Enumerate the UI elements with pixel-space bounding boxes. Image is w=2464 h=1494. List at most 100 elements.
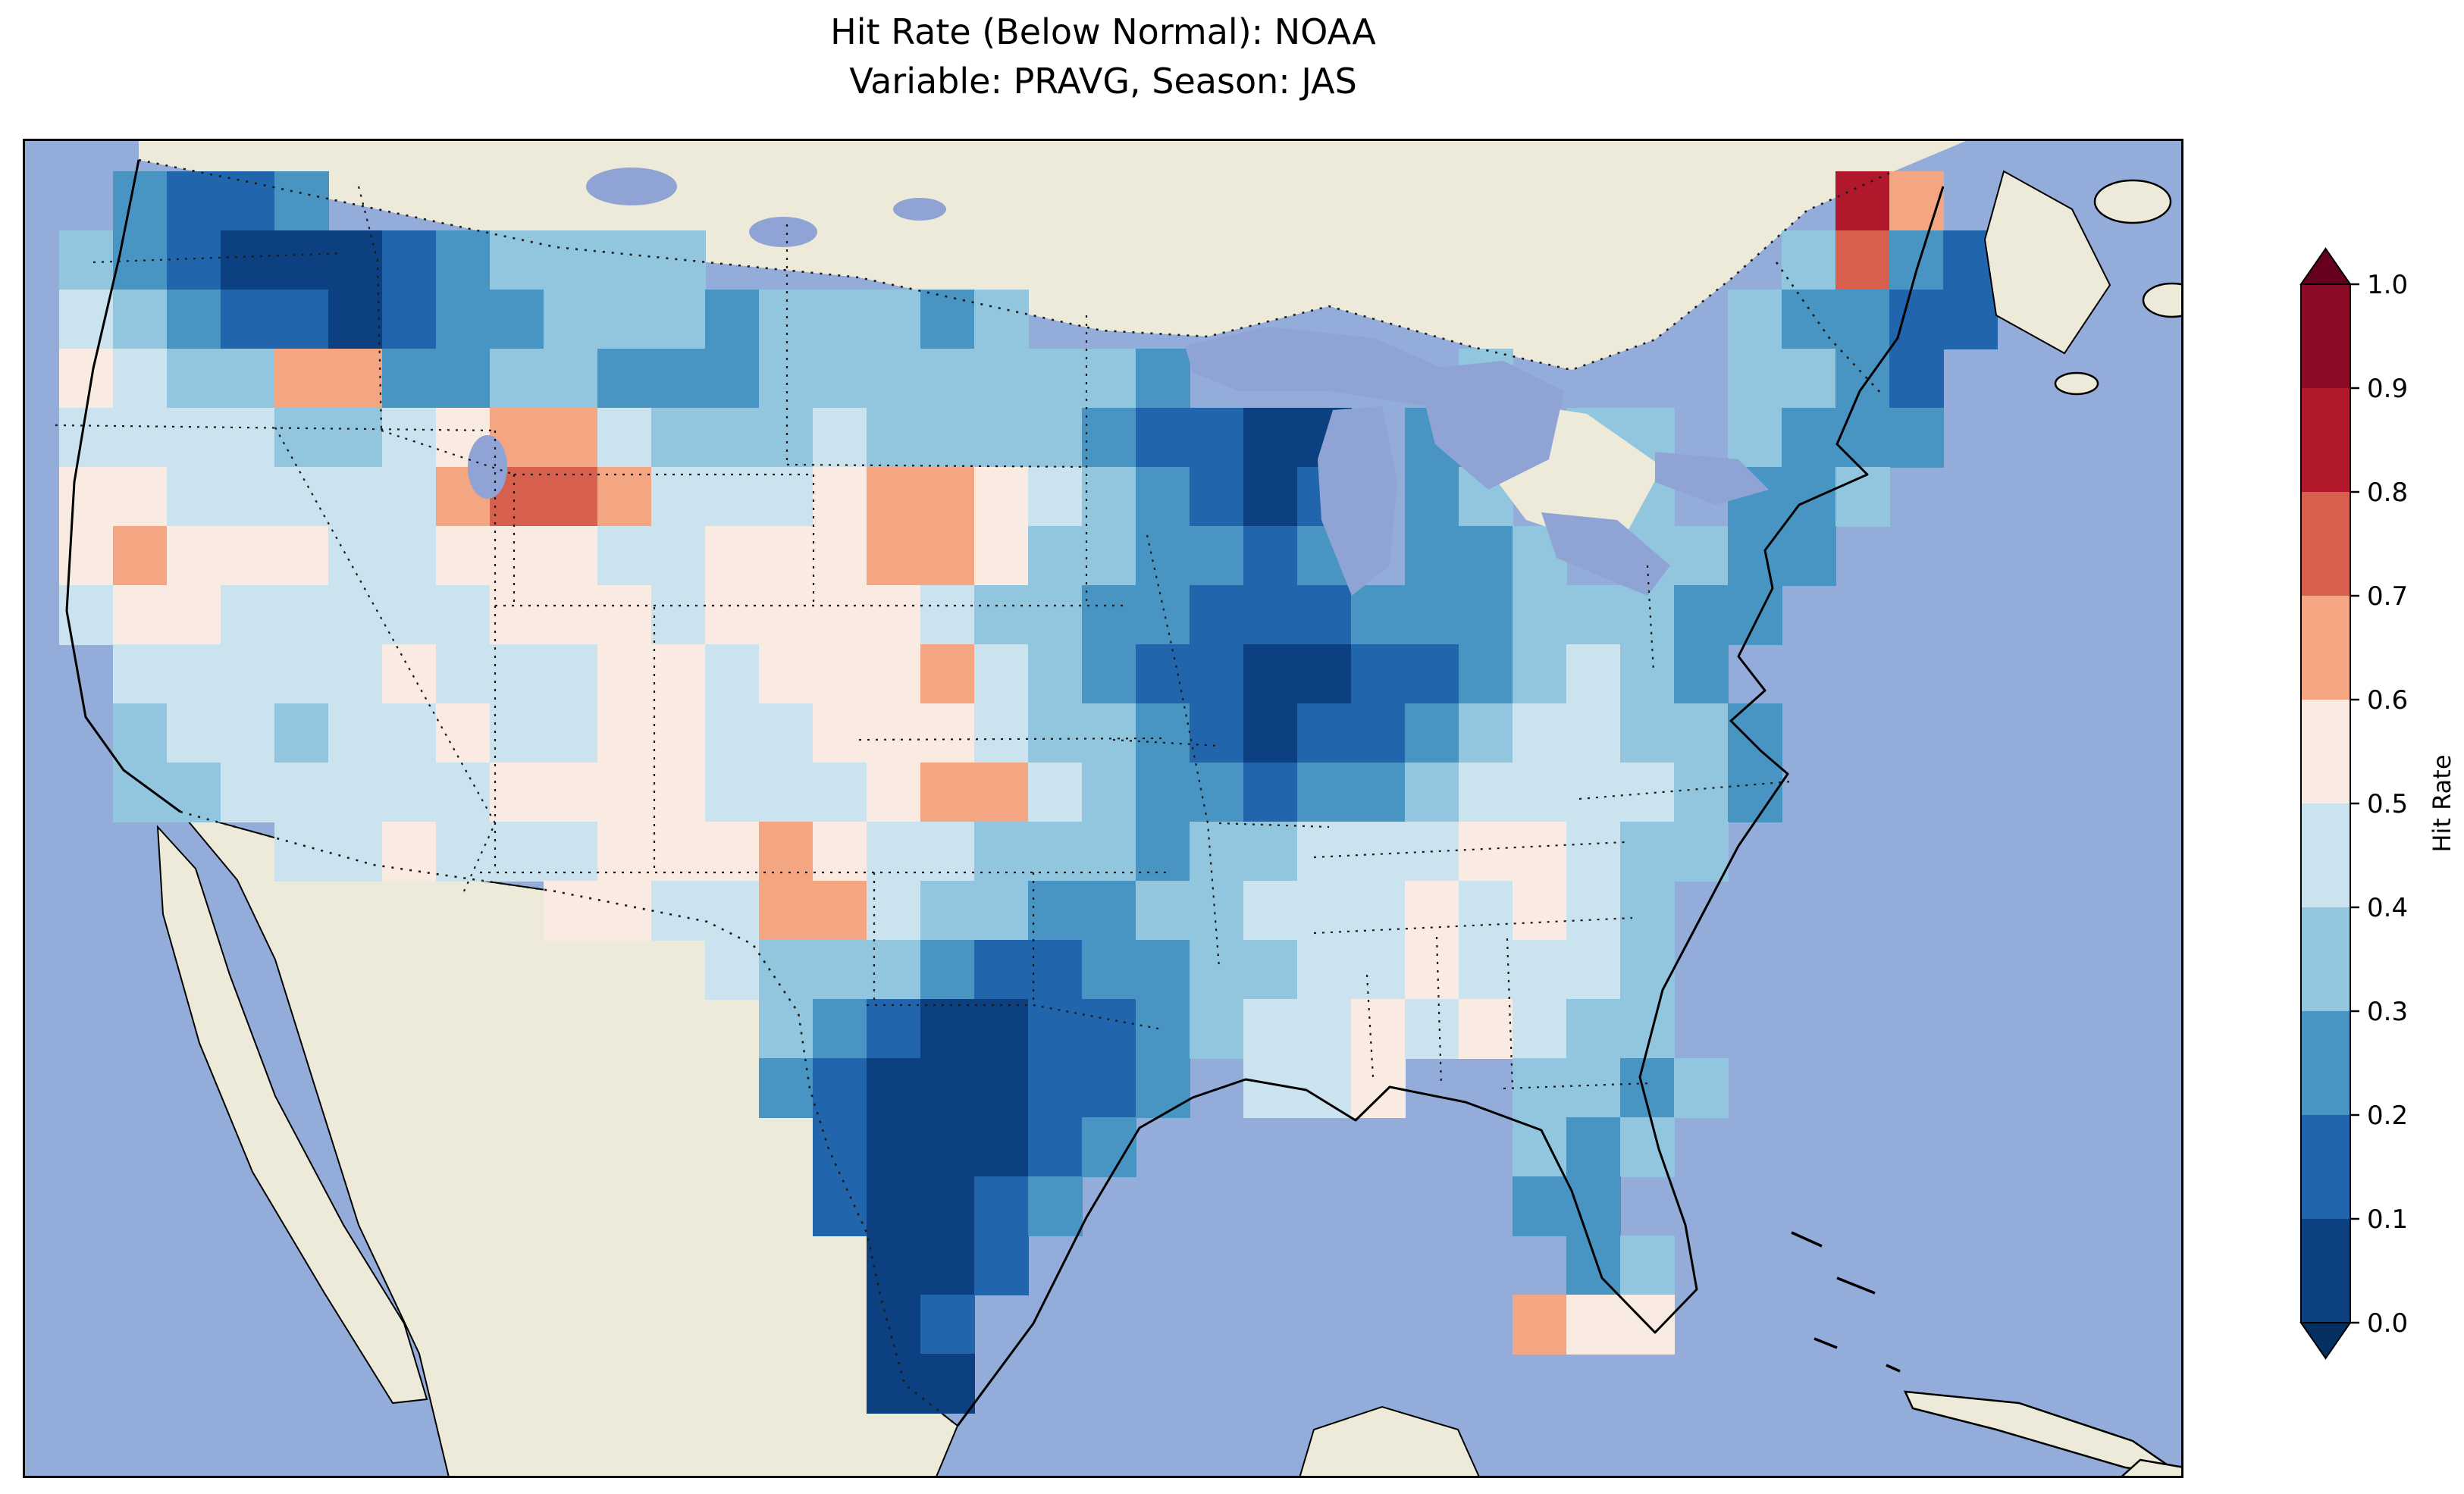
heatmap-cell [436, 526, 491, 586]
heatmap-cell [221, 408, 275, 468]
heatmap-cell [1190, 763, 1244, 822]
colorbar-under-arrow [2299, 1322, 2352, 1360]
heatmap-cell [1459, 881, 1513, 941]
heatmap-cell [1028, 1176, 1083, 1236]
heatmap-cell [1190, 585, 1244, 645]
colorbar-band [2301, 700, 2350, 804]
heatmap-cell [759, 526, 813, 586]
colorbar-band [2301, 803, 2350, 908]
heatmap-cell [759, 644, 813, 704]
heatmap-cell [920, 408, 975, 468]
lake-erie [1541, 512, 1670, 596]
heatmap-cell [759, 940, 813, 1000]
heatmap-cell [1190, 822, 1244, 882]
heatmap-cell [597, 408, 652, 468]
heatmap-cell [1513, 822, 1567, 882]
heatmap-cell [1513, 881, 1567, 941]
colorbar-tick-label: 1.0 [2367, 270, 2408, 300]
heatmap-cell [867, 349, 921, 409]
heatmap-cell [274, 349, 329, 409]
heatmap-cell [759, 408, 813, 468]
colorbar-band [2301, 596, 2350, 700]
heatmap-cell [920, 585, 975, 645]
heatmap-cell [974, 349, 1029, 409]
heatmap-cell [1028, 526, 1083, 586]
heatmap-cell [974, 822, 1029, 882]
heatmap-cell [1028, 881, 1083, 941]
map-overlay-layer [55, 158, 2181, 1427]
heatmap-cell [813, 1176, 867, 1236]
heatmap-cell [59, 230, 114, 290]
heatmap-cell [544, 230, 598, 290]
heatmap-cell [920, 1176, 975, 1236]
heatmap-cell [1889, 408, 1944, 468]
heatmap-cell [167, 526, 221, 586]
heatmap-cell [974, 585, 1029, 645]
heatmap-cell [705, 408, 760, 468]
heatmap-cell [1459, 999, 1513, 1059]
heatmap-cell [274, 408, 329, 468]
heatmap-cell [274, 230, 329, 290]
heatmap-cell [1566, 1058, 1621, 1118]
heatmap-cell [705, 644, 760, 704]
heatmap-cell [1190, 999, 1244, 1059]
heatmap-cell [974, 763, 1029, 822]
heatmap-cell [974, 1236, 1029, 1295]
heatmap-cell [1297, 763, 1352, 822]
heatmap-cell [974, 1058, 1029, 1118]
gulf-islands-3 [2054, 371, 2099, 396]
heatmap-cell [1459, 763, 1513, 822]
heatmap-cell [328, 644, 383, 704]
heatmap-cell [1728, 349, 1782, 409]
heatmap-cell [867, 467, 921, 527]
heatmap-cell [867, 940, 921, 1000]
heatmap-cell [813, 940, 867, 1000]
heatmap-cell [1190, 703, 1244, 763]
heatmap-cell [382, 290, 437, 349]
heatmap-cell [1566, 999, 1621, 1059]
heatmap-cell [1351, 881, 1406, 941]
heatmap-cell [544, 881, 598, 941]
heatmap-cell [274, 526, 329, 586]
lake-michigan [1318, 406, 1397, 596]
heatmap-cell [867, 1354, 921, 1414]
heatmap-cell [1889, 349, 1944, 409]
heatmap-cell [1405, 703, 1459, 763]
heatmap-cell [328, 763, 383, 822]
heatmap-cell [1136, 585, 1190, 645]
heatmap-cell [1136, 822, 1190, 882]
heatmap-cell [1782, 290, 1836, 349]
heatmap-cell [597, 526, 652, 586]
heatmap-cell [328, 703, 383, 763]
heatmap-cell [705, 881, 760, 941]
heatmap-cell [867, 1058, 921, 1118]
heatmap-cell [490, 230, 544, 290]
heatmap-cell [1082, 703, 1136, 763]
heatmap-cell [1620, 881, 1675, 941]
heatmap-cell [436, 290, 491, 349]
heatmap-cell [1459, 822, 1513, 882]
heatmap-cell [1513, 703, 1567, 763]
heatmap-cell [1028, 940, 1083, 1000]
heatmap-cell [1297, 940, 1352, 1000]
heatmap-cell [759, 763, 813, 822]
heatmap-cell [597, 881, 652, 941]
heatmap-cell [544, 349, 598, 409]
heatmap-cell [974, 940, 1029, 1000]
heatmap-cell [651, 408, 706, 468]
heatmap-cell [1835, 290, 1890, 349]
heatmap-cell [813, 999, 867, 1059]
heatmap-cell [1136, 408, 1190, 468]
heatmap-cell [597, 822, 652, 882]
heatmap-cell [274, 644, 329, 704]
heatmap-cell [867, 822, 921, 882]
heatmap-cell [1190, 940, 1244, 1000]
heatmap-cell [382, 349, 437, 409]
heatmap-cell [328, 526, 383, 586]
heatmap-cell [1620, 763, 1675, 822]
heatmap-cell [1297, 703, 1352, 763]
heatmap-cell [221, 230, 275, 290]
heatmap-cell [759, 1058, 813, 1118]
heatmap-cell [274, 467, 329, 527]
heatmap-cell [436, 349, 491, 409]
